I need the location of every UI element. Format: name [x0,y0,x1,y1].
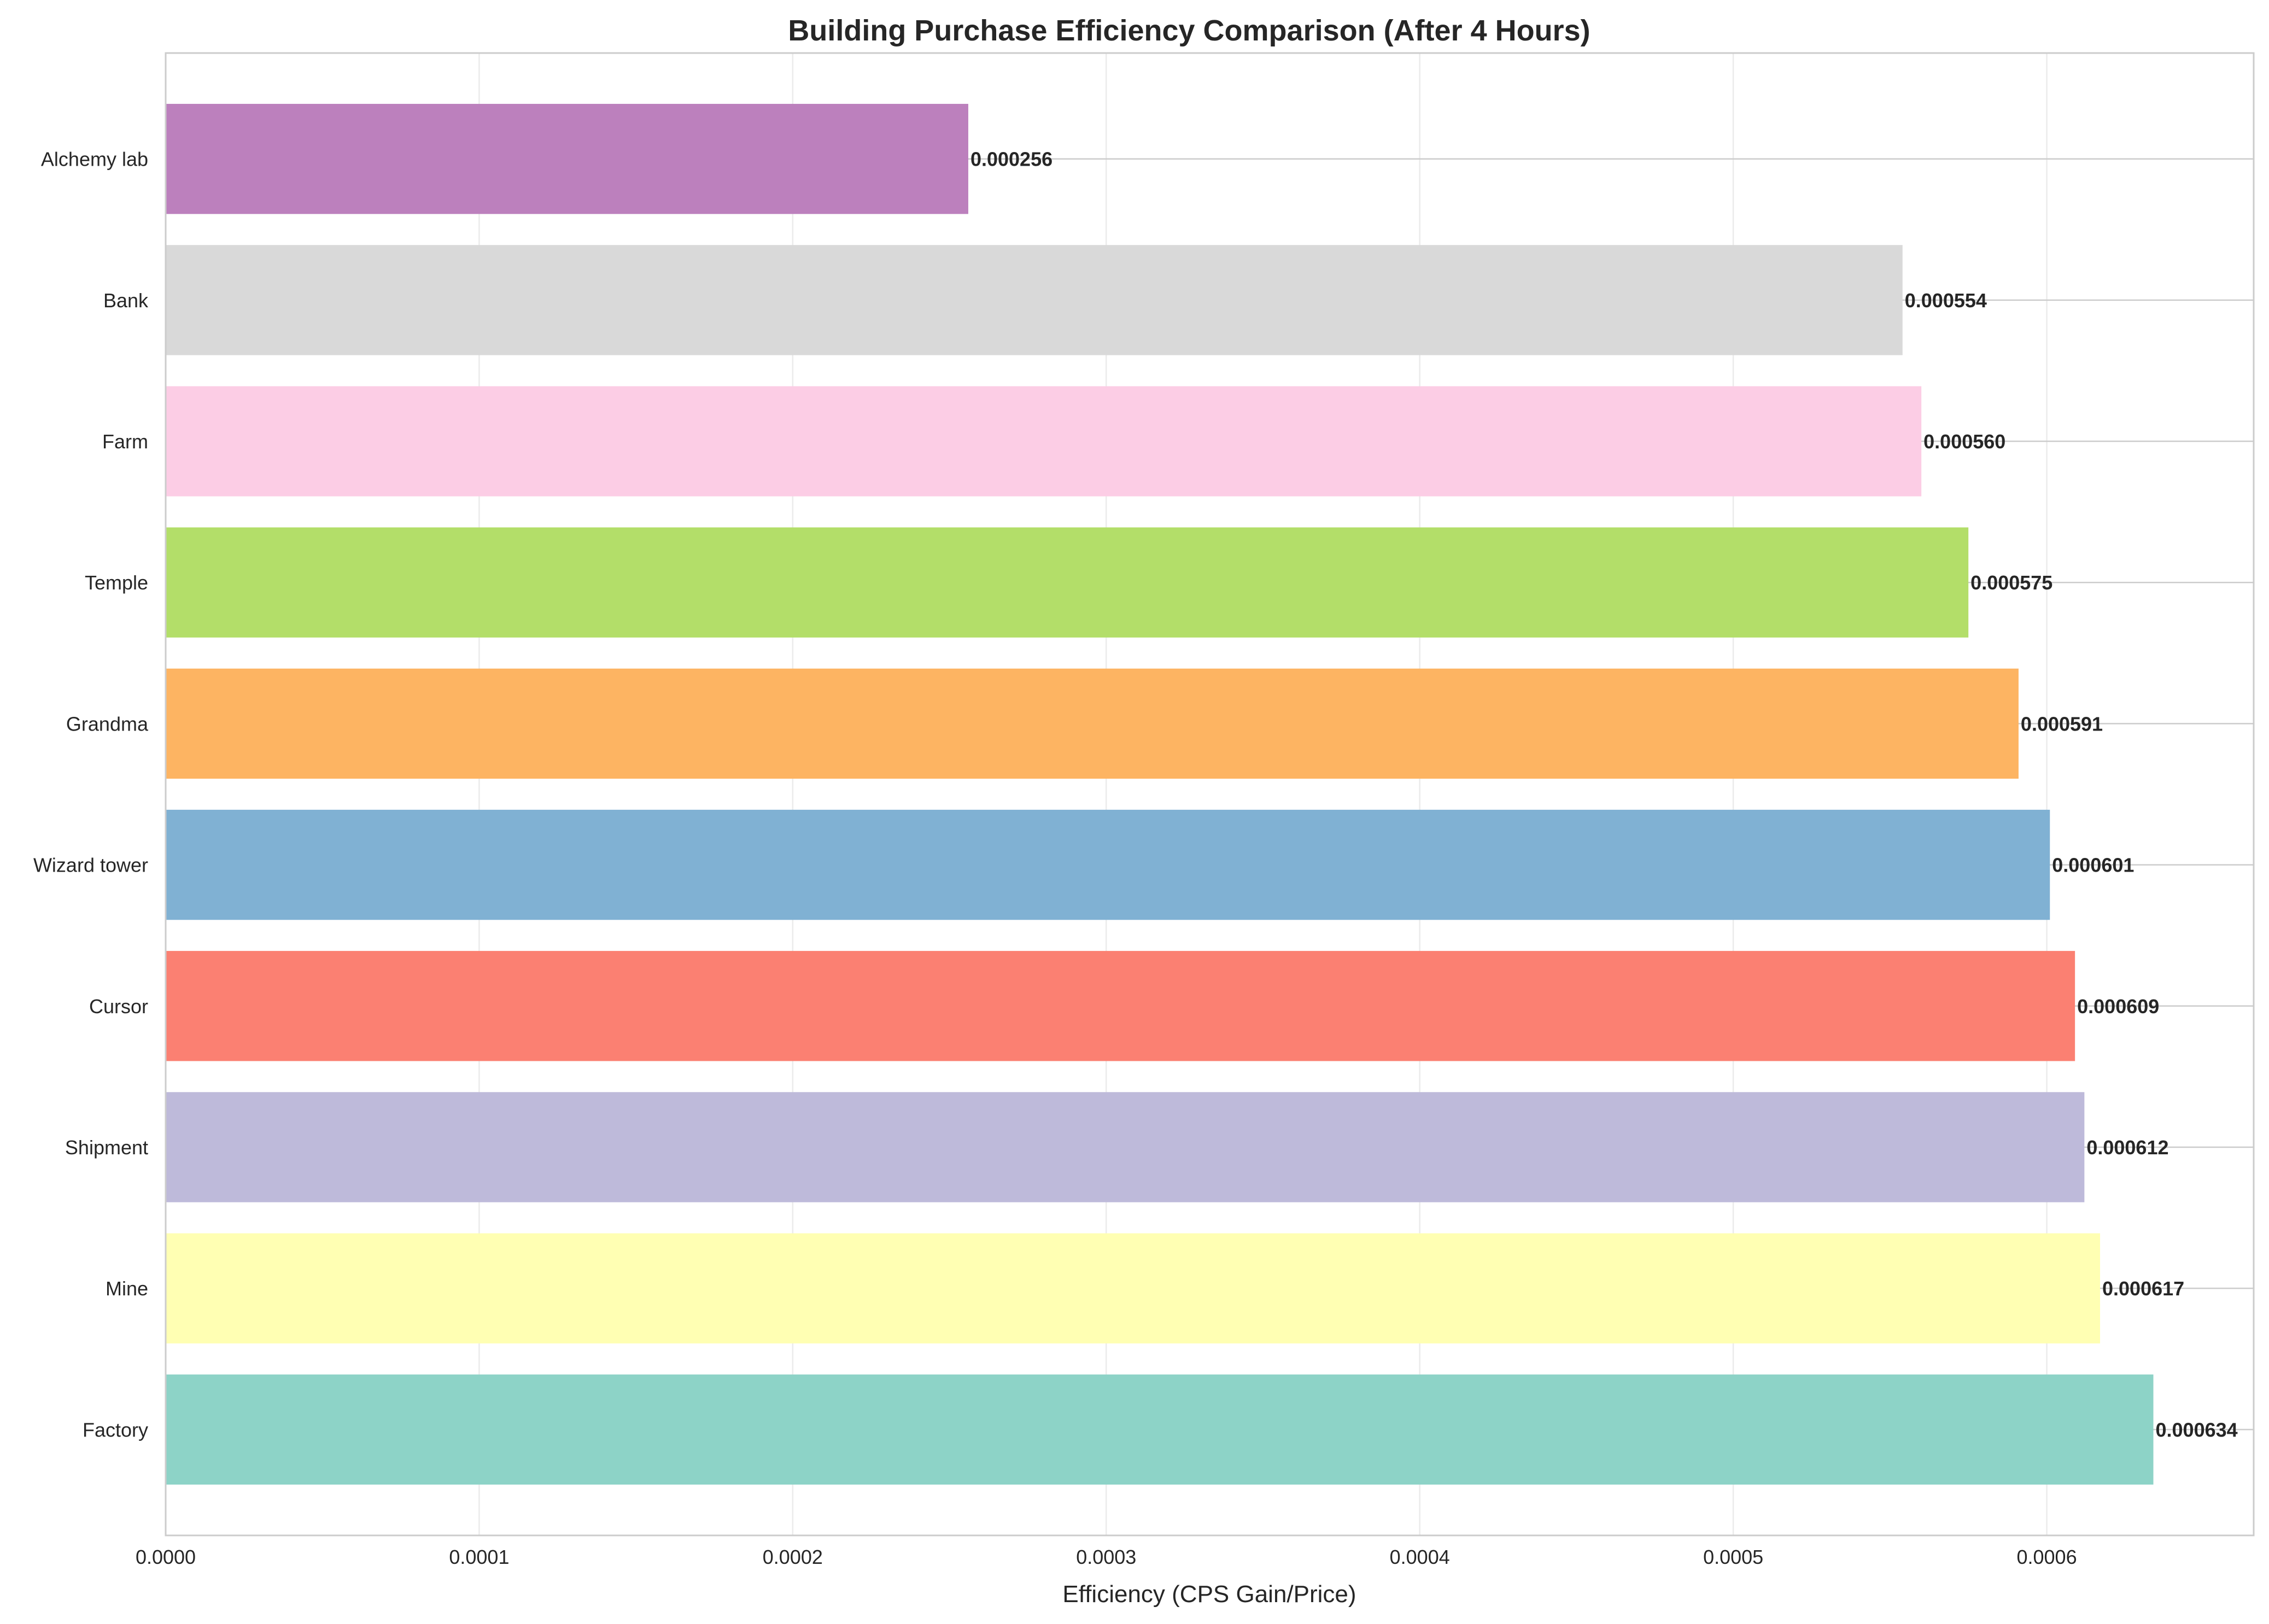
bar [166,1233,2101,1343]
bar [166,527,1969,638]
bar-value-label: 0.000609 [2077,995,2159,1018]
bar [166,1092,2085,1202]
bar-value-label: 0.000575 [1970,571,2052,594]
bar [166,245,1903,355]
x-tick-label: 0.0001 [449,1546,509,1568]
y-tick-label: Alchemy lab [41,148,148,171]
bar-value-label: 0.000256 [970,148,1052,171]
value-labels: 0.000634 0.000617 0.000612 0.000609 0.000601… [970,148,2238,1441]
bar-value-label: 0.000601 [2052,854,2134,877]
x-tick-label: 0.0002 [763,1546,823,1568]
plot-frame [165,52,2255,1537]
x-tick-label: 0.0004 [1390,1546,1450,1568]
bar [166,668,2019,779]
y-tick-label: Cursor [89,995,148,1018]
x-tick-label: 0.0003 [1076,1546,1136,1568]
x-tick-label: 0.0000 [136,1546,196,1568]
bars [166,103,2154,1485]
y-tick-label: Bank [103,289,149,312]
bar [166,386,1922,496]
y-tick-label: Factory [83,1418,148,1441]
bar [166,809,2050,920]
bar-value-label: 0.000617 [2102,1277,2184,1300]
x-axis-label: Efficiency (CPS Gain/Price) [1062,1581,1356,1608]
y-tick-label: Grandma [66,712,149,735]
bar-value-label: 0.000554 [1905,289,1987,312]
bar [166,951,2075,1061]
x-tick-labels: 0.0000 0.0001 0.0002 0.0003 0.0004 0.0005 0.00… [136,1546,2077,1568]
bar-value-label: 0.000634 [2156,1418,2238,1441]
bar [166,103,968,214]
bar-value-label: 0.000560 [1923,430,2005,453]
y-tick-label: Farm [102,430,148,453]
bar-value-label: 0.000591 [2021,712,2103,735]
y-tick-labels: Factory Mine Shipment Cursor Wizard tower Gra… [33,148,149,1441]
y-tick-label: Temple [85,571,148,594]
y-tick-label: Wizard tower [33,854,148,877]
chart-title: Building Purchase Efficiency Comparison … [788,14,1590,47]
y-tick-label: Mine [106,1277,148,1300]
y-tick-label: Shipment [65,1136,148,1159]
bar-value-label: 0.000612 [2086,1136,2168,1159]
x-tick-label: 0.0005 [1703,1546,1763,1568]
plot-border [165,52,2255,1537]
bar [166,1374,2154,1485]
x-tick-label: 0.0006 [2016,1546,2077,1568]
